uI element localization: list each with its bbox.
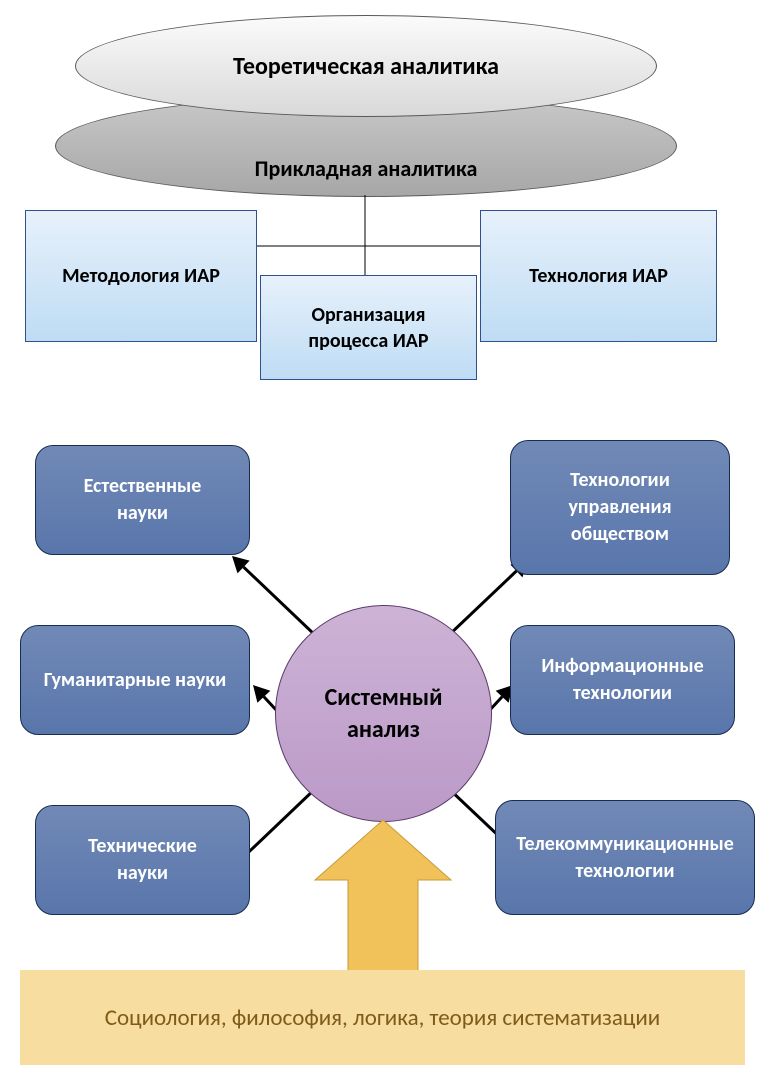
central-node-system-analysis: Системныйанализ bbox=[275, 605, 492, 822]
spoke-label-natural: Естественныенауки bbox=[84, 473, 202, 527]
spoke-box-natural: Естественныенауки bbox=[35, 445, 250, 555]
tier2-label-methodology: Методология ИАР bbox=[62, 263, 220, 289]
spoke-label-technical: Техническиенауки bbox=[88, 833, 197, 887]
theoretical-analytics-ellipse: Теоретическая аналитика bbox=[75, 15, 657, 117]
tier2-box-technology: Технология ИАР bbox=[480, 210, 717, 342]
spoke-box-humanities: Гуманитарные науки bbox=[20, 625, 250, 735]
spoke-label-telecom: Телекоммуникационныетехнологии bbox=[516, 831, 734, 885]
tier2-label-organization: Организацияпроцесса ИАР bbox=[308, 302, 428, 354]
spoke-label-society: Технологииуправленияобществом bbox=[568, 467, 671, 548]
foundation-up-arrow bbox=[315, 820, 451, 975]
central-node-label: Системныйанализ bbox=[325, 682, 443, 744]
spoke-box-info: Информационныетехнологии bbox=[510, 625, 735, 735]
tier2-box-organization: Организацияпроцесса ИАР bbox=[260, 275, 477, 380]
applied-analytics-label: Прикладная аналитика bbox=[255, 155, 478, 182]
spoke-box-technical: Техническиенауки bbox=[35, 805, 250, 915]
tier2-box-methodology: Методология ИАР bbox=[25, 210, 257, 342]
spoke-label-humanities: Гуманитарные науки bbox=[44, 667, 226, 694]
spoke-label-info: Информационныетехнологии bbox=[541, 653, 703, 707]
spoke-box-society: Технологииуправленияобществом bbox=[510, 440, 730, 575]
theoretical-analytics-label: Теоретическая аналитика bbox=[233, 52, 499, 81]
foundation-bar: Социология, философия, логика, теория си… bbox=[20, 970, 745, 1065]
foundation-label: Социология, философия, логика, теория си… bbox=[105, 1004, 660, 1032]
tier2-label-technology: Технология ИАР bbox=[529, 263, 668, 289]
spoke-box-telecom: Телекоммуникационныетехнологии bbox=[495, 800, 755, 915]
